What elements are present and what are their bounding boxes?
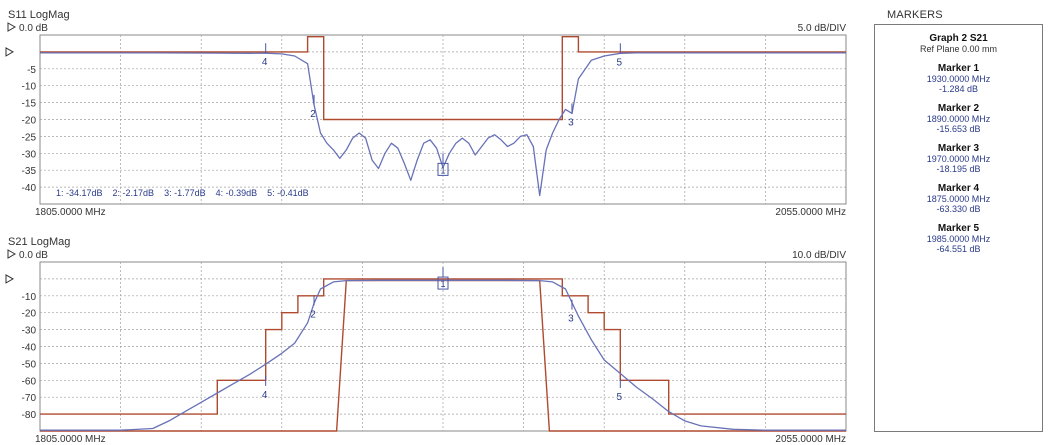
y-tick-label: -30 bbox=[22, 326, 37, 337]
marker-label: 4 bbox=[262, 390, 268, 401]
marker-value: -15.653 dB bbox=[936, 124, 981, 134]
y-tick-label: -15 bbox=[22, 99, 37, 110]
marker-name: Marker 5 bbox=[937, 223, 980, 234]
marker-label: 2 bbox=[310, 109, 316, 120]
y-tick-label: -10 bbox=[22, 82, 37, 93]
marker-3[interactable]: 3 bbox=[568, 103, 574, 128]
marker-4[interactable]: 4 bbox=[262, 375, 268, 401]
markers-title: MARKERS bbox=[887, 9, 943, 21]
marker-label: 5 bbox=[617, 57, 623, 68]
x-end-label: 2055.0000 MHz bbox=[775, 207, 846, 218]
marker-name: Marker 3 bbox=[937, 143, 980, 154]
y-tick-label: -25 bbox=[22, 132, 37, 143]
y-tick-label: -35 bbox=[22, 166, 37, 177]
markers-graph-label: Graph 2 S21 bbox=[929, 33, 988, 44]
reference-level: 0.0 dB bbox=[19, 250, 48, 261]
scale-label: 5.0 dB/DIV bbox=[798, 23, 847, 34]
marker-list: Marker 1 1930.0000 MHz -1.284 dB Marker 2 18… bbox=[875, 63, 1042, 254]
ref-position-arrow-icon bbox=[5, 47, 15, 57]
x-start-label: 1805.0000 MHz bbox=[35, 207, 106, 218]
marker-value: -1.284 dB bbox=[938, 84, 979, 94]
reference-arrow-icon bbox=[7, 22, 17, 32]
marker-1[interactable]: 1 bbox=[437, 153, 449, 176]
marker-label: 3 bbox=[568, 117, 574, 128]
y-tick-label: -50 bbox=[22, 359, 37, 370]
markers-ref-plane: Ref Plane 0.00 mm bbox=[919, 44, 998, 54]
y-tick-label: -10 bbox=[22, 292, 37, 303]
marker-frequency: 1970.0000 MHz bbox=[926, 154, 991, 164]
marker-2[interactable]: 2 bbox=[310, 94, 316, 120]
reference-arrow-icon bbox=[7, 249, 17, 259]
marker-5[interactable]: 5 bbox=[617, 43, 623, 68]
marker-entry-3[interactable]: Marker 3 1970.0000 MHz -18.195 dB bbox=[875, 143, 1042, 174]
trace-line bbox=[40, 279, 846, 431]
y-tick-label: -20 bbox=[22, 116, 37, 127]
marker-4[interactable]: 4 bbox=[262, 43, 268, 68]
limit-line-1 bbox=[40, 278, 846, 415]
marker-readout: 1: -34.17dB 2: -2.17dB 3: -1.77dB 4: -0.… bbox=[56, 188, 309, 198]
marker-2[interactable]: 2 bbox=[310, 295, 316, 320]
limit-line-1 bbox=[40, 36, 846, 121]
y-tick-label: -40 bbox=[22, 343, 37, 354]
scale-label: 10.0 dB/DIV bbox=[792, 250, 846, 261]
x-start-label: 1805.0000 MHz bbox=[35, 434, 106, 445]
marker-5[interactable]: 5 bbox=[617, 377, 623, 403]
y-tick-label: -60 bbox=[22, 376, 37, 387]
charts-area: S11 LogMag 0.0 dB 5.0 dB/DIV -5 -10 -15 -20 -25… bbox=[5, 9, 847, 445]
marker-label: 1 bbox=[440, 165, 445, 175]
chart-1: S11 LogMag 0.0 dB 5.0 dB/DIV -5 -10 -15 -20 -25… bbox=[5, 9, 847, 218]
reference-level: 0.0 dB bbox=[19, 23, 48, 34]
x-end-label: 2055.0000 MHz bbox=[775, 434, 846, 445]
ref-position-arrow-icon bbox=[5, 274, 15, 284]
marker-1[interactable]: 1 bbox=[437, 267, 449, 290]
marker-label: 2 bbox=[310, 309, 316, 320]
marker-name: Marker 2 bbox=[937, 103, 980, 114]
marker-label: 1 bbox=[440, 279, 445, 289]
marker-label: 3 bbox=[568, 314, 574, 325]
chart-title: S21 LogMag bbox=[8, 236, 70, 248]
marker-value: -64.551 dB bbox=[936, 244, 981, 254]
markers-panel: Graph 2 S21 Ref Plane 0.00 mm Marker 1 19… bbox=[874, 24, 1043, 432]
marker-frequency: 1930.0000 MHz bbox=[926, 74, 991, 84]
marker-frequency: 1985.0000 MHz bbox=[926, 234, 991, 244]
marker-value: -63.330 dB bbox=[936, 204, 981, 214]
marker-box bbox=[437, 276, 449, 290]
marker-frequency: 1890.0000 MHz bbox=[926, 114, 991, 124]
marker-frequency: 1875.0000 MHz bbox=[926, 194, 991, 204]
y-tick-label: -5 bbox=[27, 65, 36, 76]
y-tick-label: -30 bbox=[22, 149, 37, 160]
marker-name: Marker 1 bbox=[937, 63, 980, 74]
chart-title: S11 LogMag bbox=[8, 9, 70, 21]
marker-entry-2[interactable]: Marker 2 1890.0000 MHz -15.653 dB bbox=[875, 103, 1042, 134]
trace-line bbox=[40, 52, 846, 197]
marker-3[interactable]: 3 bbox=[568, 299, 574, 325]
marker-name: Marker 4 bbox=[937, 183, 980, 194]
y-tick-label: -20 bbox=[22, 309, 37, 320]
marker-entry-1[interactable]: Marker 1 1930.0000 MHz -1.284 dB bbox=[875, 63, 1042, 94]
marker-value: -18.195 dB bbox=[936, 164, 981, 174]
chart-2: S21 LogMag 0.0 dB 10.0 dB/DIV -10 -20 -30 -40 -… bbox=[5, 236, 847, 445]
marker-box bbox=[437, 162, 449, 176]
y-tick-label: -70 bbox=[22, 393, 37, 404]
y-tick-label: -80 bbox=[22, 410, 37, 421]
marker-label: 5 bbox=[617, 392, 623, 403]
marker-entry-4[interactable]: Marker 4 1875.0000 MHz -63.330 dB bbox=[875, 183, 1042, 214]
y-tick-label: -40 bbox=[22, 183, 37, 194]
marker-entry-5[interactable]: Marker 5 1985.0000 MHz -64.551 dB bbox=[875, 223, 1042, 254]
marker-label: 4 bbox=[262, 57, 268, 68]
